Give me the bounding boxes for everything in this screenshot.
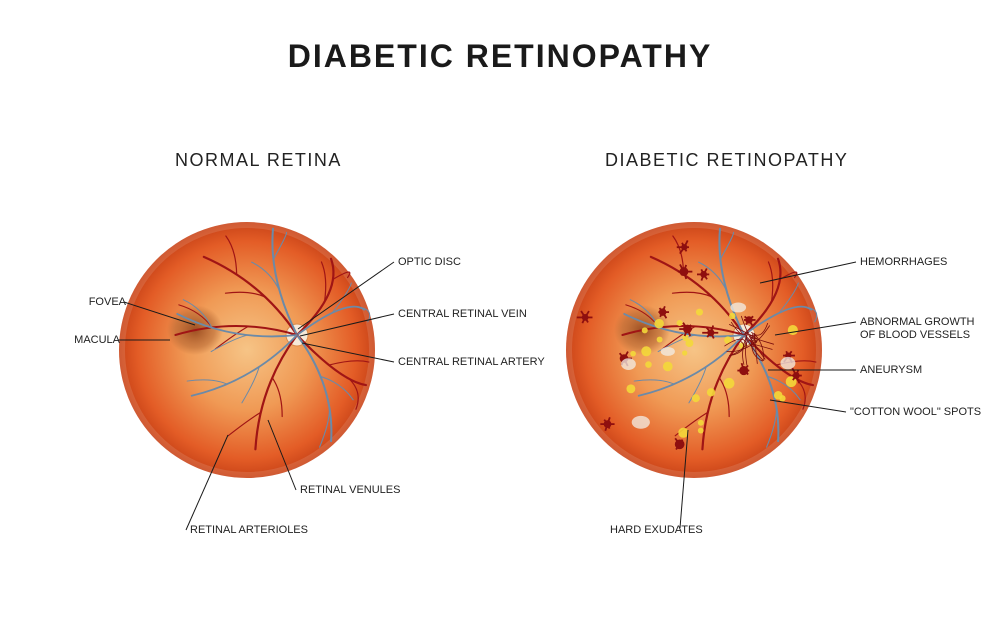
label-macula: MACULA: [74, 334, 120, 346]
label-hemorrhages: HEMORRHAGES: [860, 256, 947, 268]
panel-title-diabetic: DIABETIC RETINOPATHY: [605, 150, 848, 171]
panel-title-normal: NORMAL RETINA: [175, 150, 342, 171]
label-aneurysm: ANEURYSM: [860, 364, 922, 376]
label-cotton-wool-spots: "COTTON WOOL" SPOTS: [850, 406, 981, 418]
label-hard-exudates: HARD EXUDATES: [610, 524, 703, 536]
label-retinal-venules: RETINAL VENULES: [300, 484, 400, 496]
label-retinal-arterioles: RETINAL ARTERIOLES: [190, 524, 308, 536]
label-abnormal-growth: ABNORMAL GROWTHOF BLOOD VESSELS: [860, 316, 990, 341]
label-central-retinal-vein: CENTRAL RETINAL VEIN: [398, 308, 527, 320]
retina-diabetic: [566, 222, 822, 478]
retina-normal: [119, 222, 375, 478]
label-central-retinal-artery: CENTRAL RETINAL ARTERY: [398, 356, 545, 368]
label-fovea: FOVEA: [89, 296, 126, 308]
page-title: DIABETIC RETINOPATHY: [0, 38, 1000, 75]
label-optic-disc: OPTIC DISC: [398, 256, 461, 268]
